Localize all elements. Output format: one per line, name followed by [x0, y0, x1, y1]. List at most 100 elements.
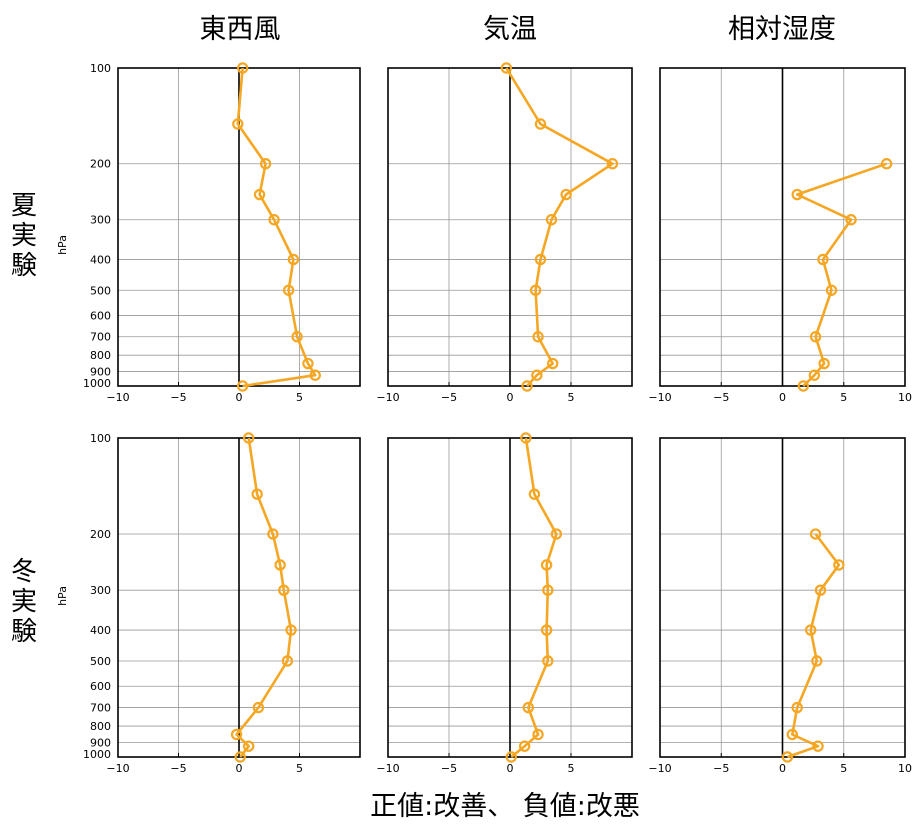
- data-point: [531, 369, 543, 381]
- data-point: [825, 284, 838, 296]
- y-tick-label: 700: [90, 702, 111, 715]
- data-point: [309, 369, 321, 381]
- x-tick-label: 10: [898, 762, 912, 775]
- data-point: [285, 624, 297, 636]
- data-point: [274, 559, 286, 571]
- x-tick-label: −10: [376, 391, 399, 404]
- column-title-temperature: 気温: [483, 14, 537, 45]
- x-tick-label: −10: [106, 762, 129, 775]
- x-tick-label: 0: [236, 391, 243, 404]
- data-point: [534, 253, 547, 266]
- y-tick-label: 400: [90, 253, 111, 266]
- x-tick-label: 5: [296, 391, 303, 404]
- y-tick-label: 800: [90, 720, 111, 733]
- y-tick-label: 300: [90, 584, 111, 597]
- data-point: [809, 331, 822, 343]
- row-title-winter-char-3: 験: [11, 617, 37, 647]
- y-tick-label: 500: [90, 655, 111, 668]
- data-point: [814, 584, 827, 596]
- column-title-relative-humidity: 相対湿度: [728, 14, 836, 45]
- y-tick-label: 300: [90, 214, 111, 227]
- data-point: [542, 584, 554, 596]
- row-title-summer: 夏 実 験: [11, 191, 37, 281]
- data-point: [528, 488, 541, 500]
- data-point: [542, 655, 554, 667]
- data-point: [817, 253, 829, 266]
- data-point: [811, 655, 823, 667]
- panel-summer-relative-humidity: −10 −5 0 5 10: [648, 67, 912, 404]
- x-tick-label: 5: [296, 762, 303, 775]
- y-tick-label: 800: [90, 349, 111, 362]
- data-point: [282, 284, 295, 296]
- data-point: [781, 751, 794, 763]
- panel-summer-temperature: −10 −5 0 5: [376, 62, 633, 404]
- series-line: [786, 533, 841, 759]
- data-point: [797, 380, 810, 392]
- x-tick-label: −10: [106, 391, 129, 404]
- data-point: [845, 214, 857, 226]
- data-point: [234, 751, 246, 763]
- column-title-zonal-wind: 東西風: [200, 14, 281, 45]
- y-unit-summer: hPa: [56, 235, 69, 255]
- data-point: [252, 701, 265, 714]
- data-point: [232, 118, 244, 130]
- data-point: [786, 728, 799, 741]
- x-tick-label: 5: [840, 762, 847, 775]
- data-point: [812, 740, 824, 752]
- data-point: [808, 369, 821, 381]
- series-line: [505, 67, 614, 387]
- data-point: [281, 655, 294, 667]
- data-point: [236, 62, 249, 74]
- data-point: [540, 624, 553, 636]
- footer-note: 正値:改善、 負値:改悪: [370, 791, 640, 822]
- y-tick-label: 500: [90, 284, 111, 297]
- row-title-winter-char-1: 冬: [11, 557, 37, 587]
- data-point: [880, 158, 893, 170]
- y-tick-label: 1000: [83, 377, 111, 390]
- x-tick-label: −10: [376, 762, 399, 775]
- data-point: [500, 62, 513, 74]
- data-point: [268, 214, 280, 226]
- data-point: [521, 380, 533, 392]
- y-tick-label: 900: [90, 736, 111, 749]
- data-point: [532, 331, 544, 343]
- x-tick-label: −5: [441, 762, 457, 775]
- data-point: [534, 118, 547, 130]
- y-tick-label: 600: [90, 680, 111, 693]
- x-tick-label: 0: [236, 762, 243, 775]
- data-point: [287, 253, 300, 266]
- y-tick-label: 1000: [83, 748, 111, 761]
- data-point: [242, 432, 255, 444]
- data-point: [253, 188, 266, 201]
- data-point: [532, 728, 544, 741]
- panel-winter-temperature: −10 −5 0 5: [376, 432, 633, 775]
- x-tick-label: −10: [648, 391, 671, 404]
- x-tick-label: −5: [713, 391, 729, 404]
- x-tick-label: 0: [507, 391, 514, 404]
- row-title-summer-char-2: 実: [11, 221, 37, 251]
- row-title-winter-char-2: 実: [11, 587, 37, 617]
- y-tick-label: 200: [90, 528, 111, 541]
- y-tick-label: 900: [90, 365, 111, 378]
- y-tick-label: 700: [90, 331, 111, 344]
- x-tick-label: −10: [648, 762, 671, 775]
- y-tick-label: 100: [90, 62, 111, 75]
- data-point: [560, 188, 572, 201]
- data-point: [547, 357, 559, 370]
- data-point: [522, 701, 535, 714]
- series-line: [795, 162, 888, 387]
- data-point: [529, 284, 542, 296]
- data-point: [236, 380, 249, 392]
- data-point: [791, 701, 803, 714]
- data-point: [520, 432, 532, 444]
- row-title-winter: 冬 実 験: [11, 557, 37, 647]
- data-point: [809, 528, 822, 540]
- data-point: [302, 357, 314, 370]
- data-point: [230, 728, 243, 741]
- row-title-summer-char-1: 夏: [11, 191, 37, 221]
- series-line: [236, 67, 317, 388]
- data-point: [259, 158, 272, 170]
- x-tick-label: 0: [507, 762, 514, 775]
